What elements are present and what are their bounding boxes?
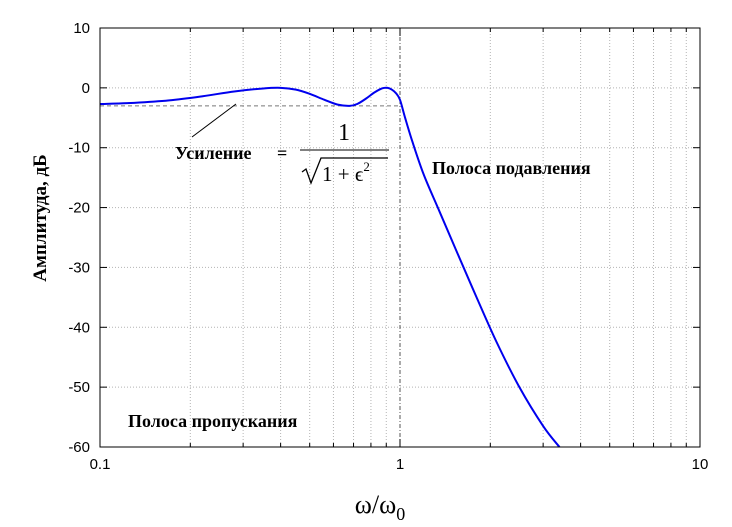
gain-equals: = (277, 143, 287, 163)
response-curve (99, 86, 561, 448)
gain-label: Усиление (175, 143, 251, 163)
series-layer (99, 86, 561, 448)
y-tick-label: -40 (68, 319, 90, 336)
x-axis-label-sub: 0 (396, 504, 405, 524)
x-tick-label: 0.1 (90, 456, 111, 473)
x-tick-label: 10 (692, 456, 709, 473)
x-tick-label: 1 (396, 456, 404, 473)
y-tick-label: 0 (82, 80, 90, 97)
y-tick-label: -30 (68, 259, 90, 276)
y-tick-label: -50 (68, 379, 90, 396)
gain-denominator: 1 + ϵ2 (322, 159, 370, 186)
gain-annotation: Усиление = 1 1 + ϵ2 (175, 103, 389, 186)
passband-annotation: Полоса пропускания (128, 411, 298, 431)
gain-denominator-base: 1 + ϵ (322, 162, 364, 186)
reference-lines (100, 28, 401, 447)
y-tick-label: -60 (68, 439, 90, 456)
y-tick-label: 10 (73, 20, 90, 37)
y-tick-label: -10 (68, 140, 90, 157)
sqrt-radical (301, 157, 388, 185)
gain-numerator: 1 (338, 120, 350, 146)
x-axis-label-main: ω/ω (355, 490, 396, 519)
x-axis-label: ω/ω0 (355, 490, 405, 524)
y-axis-label: Амплитуда, дБ (30, 154, 51, 281)
tick-layer: 10 0 -10 -20 -30 -40 -50 -600.1 1 10 (68, 20, 708, 473)
stopband-annotation: Полоса подавления (432, 158, 591, 178)
gain-denominator-sup: 2 (363, 159, 370, 174)
gain-pointer-line (191, 103, 237, 138)
y-tick-label: -20 (68, 200, 90, 217)
